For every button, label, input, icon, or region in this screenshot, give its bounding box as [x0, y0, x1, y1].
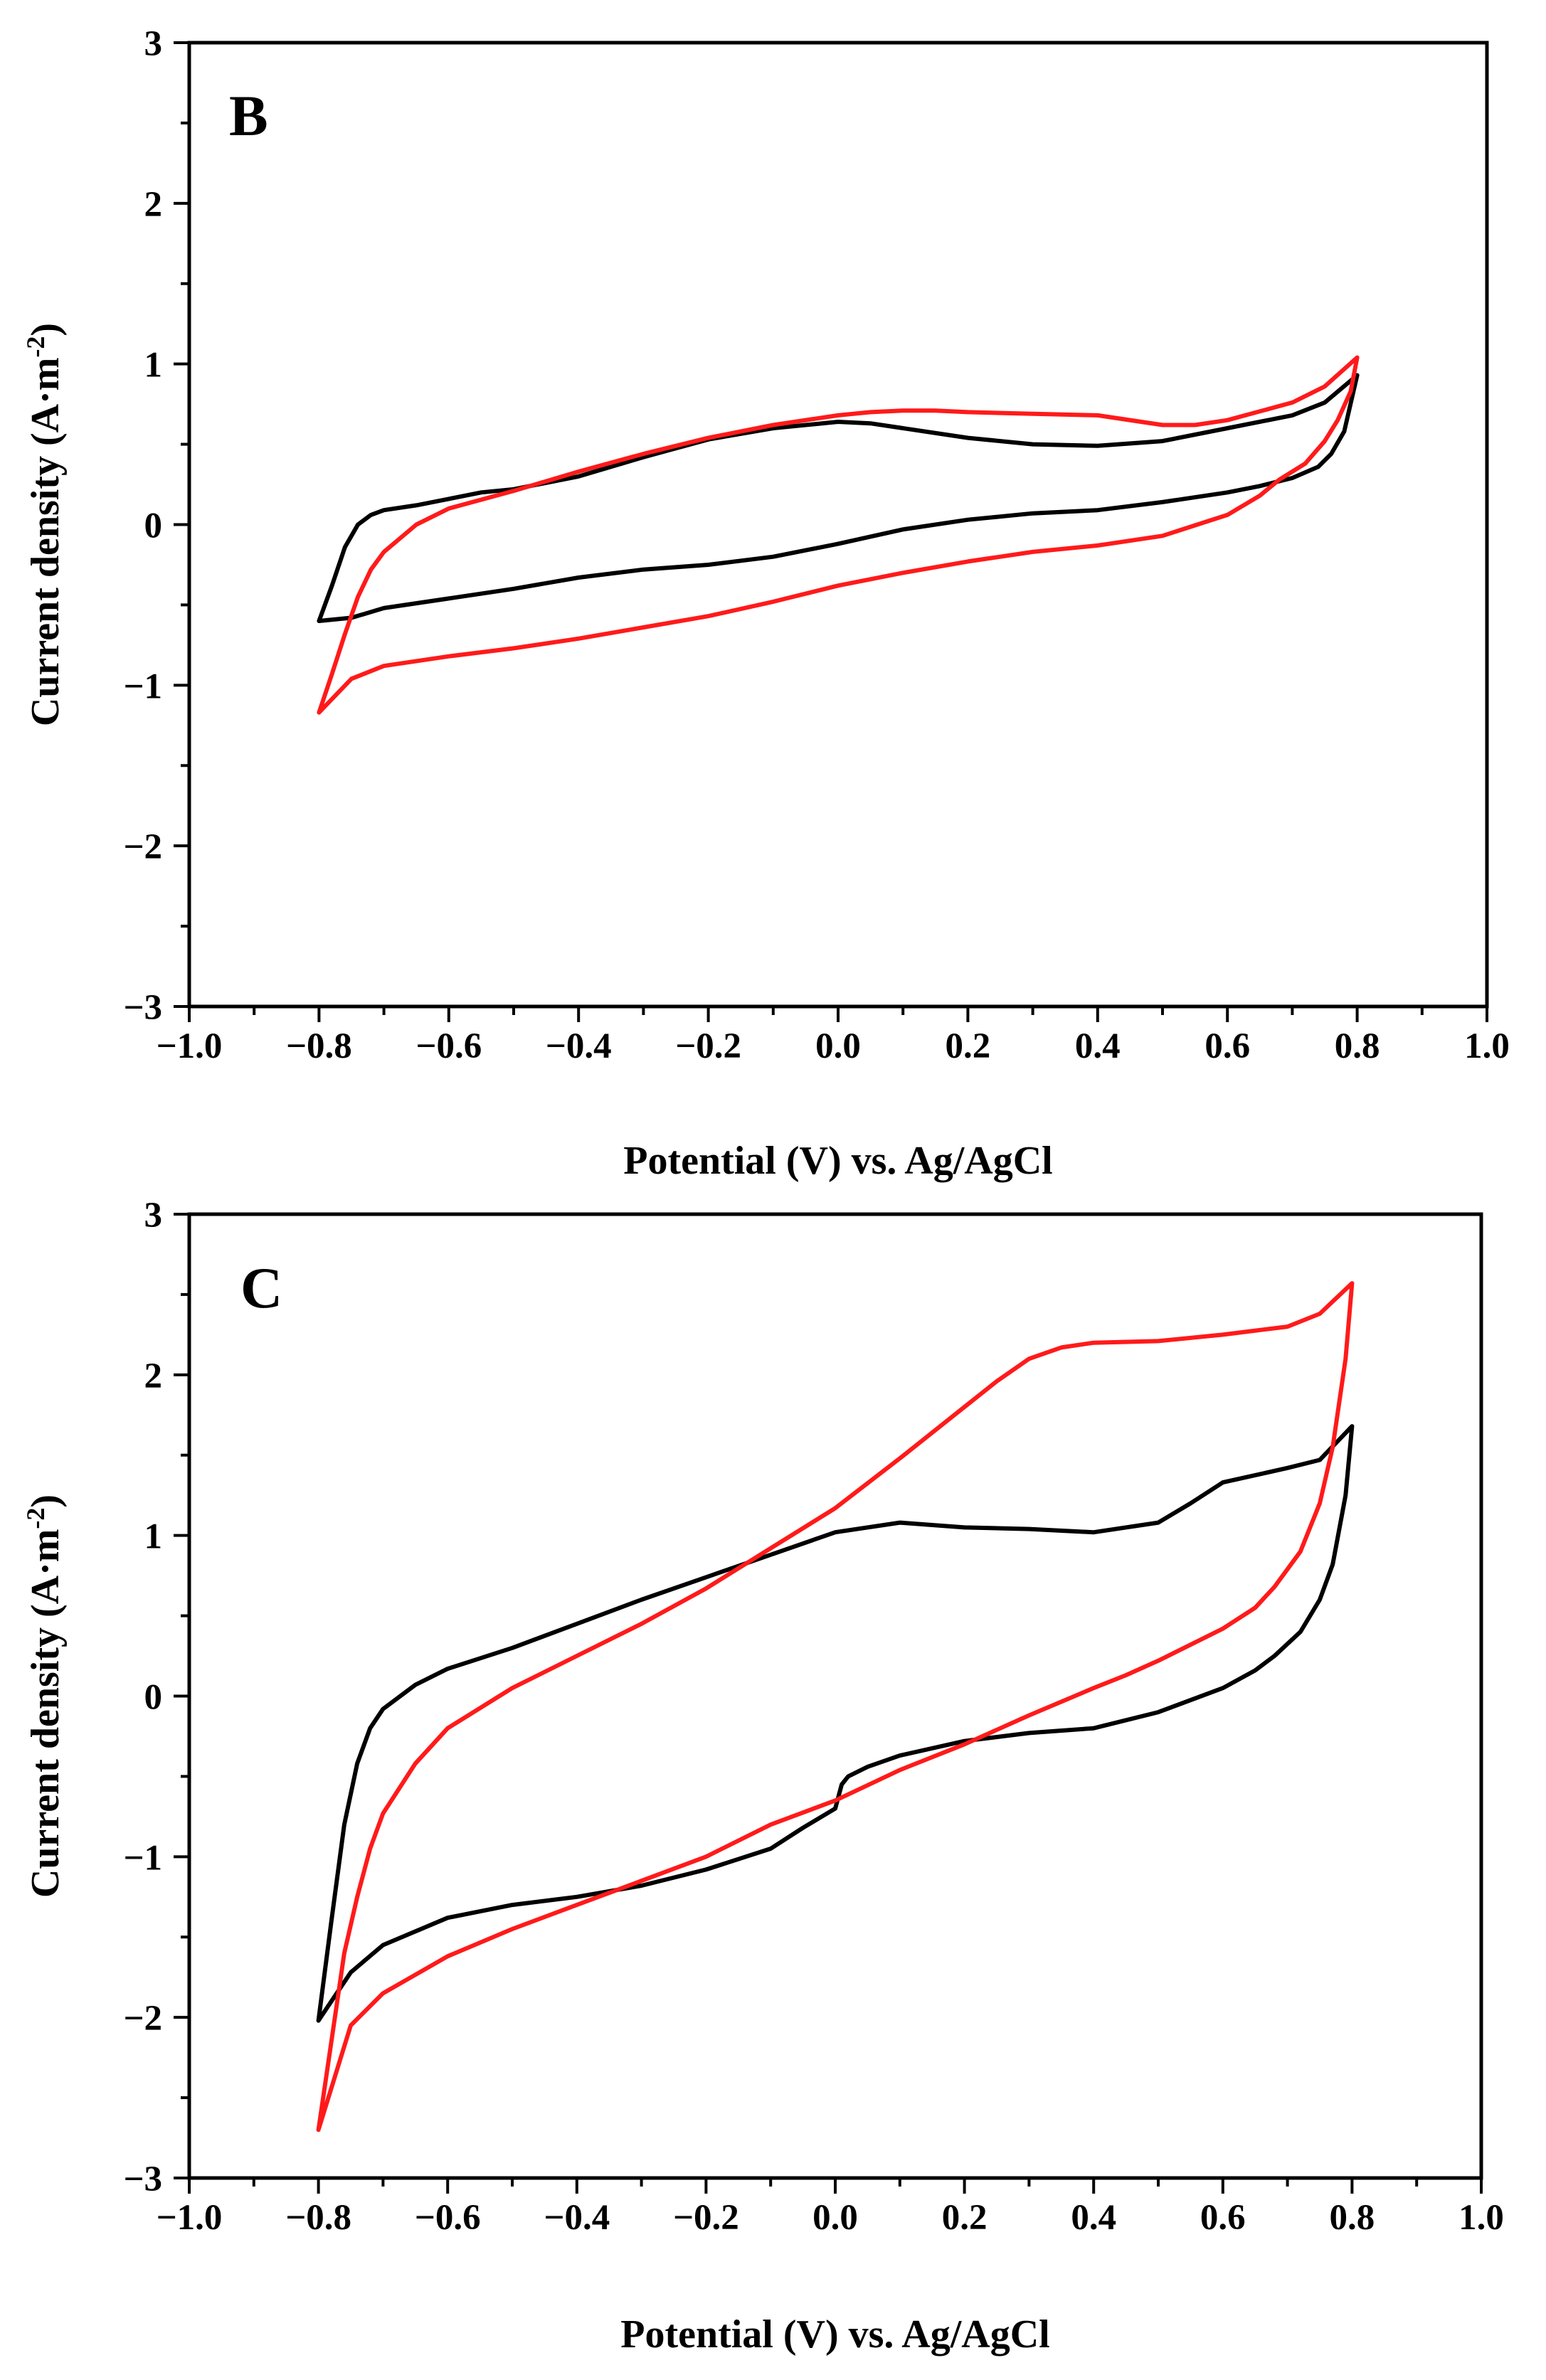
panel-b-plot-frame	[187, 41, 1489, 1009]
panel-b-x-tick-label: 0.4	[1075, 1026, 1121, 1066]
panel-c-x-tick-label: −0.4	[544, 2198, 610, 2238]
panel-c-x-axis-title: Potential (V) vs. Ag/AgCl	[620, 2312, 1050, 2357]
panel-c-ticks: −1.0 −0.8 −0.6 −0.4 −0.2 0.0 0.2 0.4 0.6 0.8 1.0 −3…	[123, 1196, 1503, 2238]
panel-c-curves	[316, 1281, 1355, 2132]
panel-b-y-tick-label: 2	[144, 185, 163, 225]
panel-c-y-tick-label: −1	[123, 1838, 162, 1878]
panel-c-x-tick-label: −0.8	[285, 2198, 351, 2238]
panel-c-plot-frame	[187, 1212, 1483, 2180]
panel-b-x-tick-label: −0.4	[546, 1026, 612, 1066]
panel-b-label: B	[229, 83, 268, 148]
panel-c-label: C	[240, 1255, 282, 1320]
panel-b-x-tick-label: 1.0	[1464, 1026, 1510, 1066]
panel-b-series_2-curve	[317, 355, 1360, 715]
panel-c-x-tick-label: 0.4	[1071, 2198, 1116, 2238]
panel-b-y-axis-title-main: Current density (A·m	[23, 358, 68, 727]
panel-b-y-axis-title-sup: -2	[21, 336, 50, 358]
panel-c-y-tick-label: −2	[123, 1999, 162, 2039]
panel-b-y-axis-title: Current density (A·m-2)	[21, 323, 68, 726]
panel-b-ticks: −1.0 −0.8 −0.6 −0.4 −0.2 0.0 0.2 0.4 0.6 0.8 1.0 −3…	[123, 24, 1509, 1066]
panel-c-x-tick-label: −1.0	[157, 2198, 223, 2238]
panel-b-x-tick-label: 0.8	[1335, 1026, 1380, 1066]
panel-c-y-axis-title-sup: -2	[21, 1508, 50, 1529]
panel-c-y-tick-label: 3	[144, 1196, 163, 1236]
panel-b-x-tick-label: −0.2	[675, 1026, 741, 1066]
panel-c-x-tick-label: 0.0	[812, 2198, 858, 2238]
panel-c-y-tick-label: 2	[144, 1356, 163, 1396]
panel-c-x-tick-label: 0.8	[1330, 2198, 1375, 2238]
panel-b-y-tick-label: −3	[123, 988, 162, 1028]
panel-c-y-axis-title: Current density (A·m-2)	[21, 1494, 68, 1898]
panel-c-x-tick-label: −0.6	[415, 2198, 481, 2238]
panel-c-x-tick-label: 0.6	[1200, 2198, 1246, 2238]
panel-c-y-axis-title-close: )	[23, 1494, 68, 1508]
panel-c-y-axis-title-main: Current density (A·m	[23, 1529, 68, 1898]
panel-c-y-tick-label: 0	[144, 1678, 163, 1718]
panel-c-y-tick-label: 1	[144, 1517, 163, 1557]
panel-b-x-axis-title: Potential (V) vs. Ag/AgCl	[623, 1139, 1053, 1183]
panel-b-y-tick-label: −1	[123, 666, 162, 706]
panel-b-x-tick-label: −0.6	[415, 1026, 482, 1066]
panel-b-x-tick-label: −0.8	[286, 1026, 352, 1066]
panel-b-x-tick-label: 0.6	[1204, 1026, 1250, 1066]
panel-b-y-tick-label: 1	[144, 346, 163, 386]
panel-b-x-tick-label: −1.0	[157, 1026, 223, 1066]
panel-b-x-tick-label: 0.2	[946, 1026, 991, 1066]
panel-c-series_1-curve	[316, 1424, 1355, 2023]
panel-c-series_2-curve	[316, 1281, 1355, 2132]
panel-c-x-tick-label: −0.2	[673, 2198, 739, 2238]
panel-b-y-tick-label: 3	[144, 24, 163, 64]
chart-panel-b: −1.0 −0.8 −0.6 −0.4 −0.2 0.0 0.2 0.4 0.6 0.8 1.0 −3…	[21, 24, 1510, 1183]
panel-c-x-tick-label: 1.0	[1458, 2198, 1504, 2238]
panel-c-x-tick-label: 0.2	[942, 2198, 988, 2238]
panel-b-y-tick-label: 0	[144, 506, 163, 546]
panel-b-y-axis-title-close: )	[23, 323, 68, 336]
panel-c-y-tick-label: −3	[123, 2159, 162, 2199]
chart-panel-c: −1.0 −0.8 −0.6 −0.4 −0.2 0.0 0.2 0.4 0.6 0.8 1.0 −3…	[21, 1196, 1504, 2357]
panel-b-curves	[317, 355, 1360, 715]
panel-b-y-tick-label: −2	[123, 827, 162, 867]
panel-b-series_1-curve	[317, 373, 1360, 623]
panel-b-x-tick-label: 0.0	[815, 1026, 861, 1066]
